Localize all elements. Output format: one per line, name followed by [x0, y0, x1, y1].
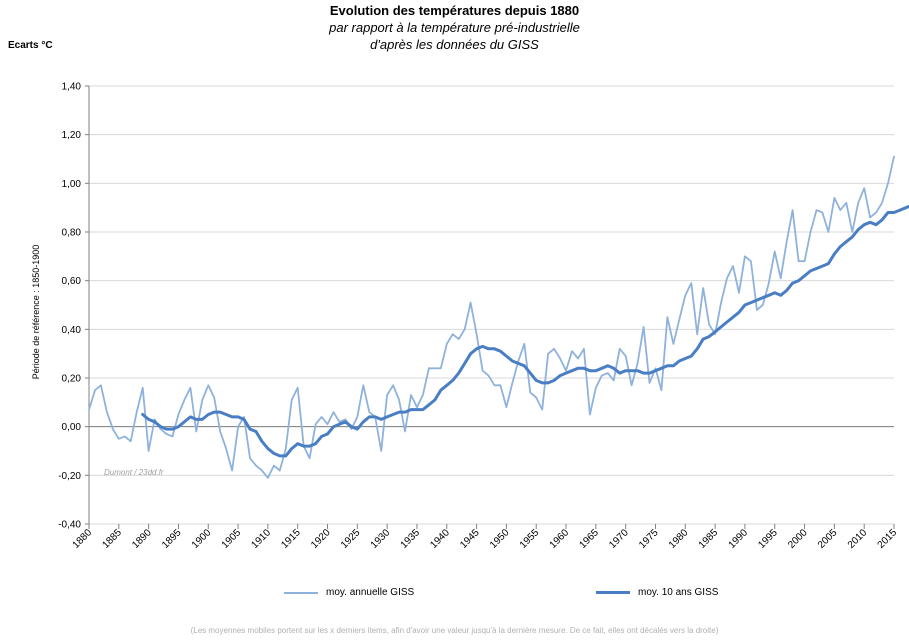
- legend-swatch-10yr: [596, 591, 630, 594]
- x-tick-label: 1990: [727, 527, 751, 551]
- x-tick-label: 2005: [816, 527, 840, 551]
- y-tick-label: 1,20: [62, 130, 82, 141]
- unit-label: Ecarts °C: [8, 40, 53, 51]
- x-tick-label: 1905: [220, 527, 244, 551]
- x-tick-label: 1930: [369, 527, 393, 551]
- axes: [85, 85, 895, 529]
- x-tick-label: 1975: [637, 527, 661, 551]
- y-tick-label: -0,40: [58, 520, 81, 531]
- x-tick-label: 1880: [71, 527, 95, 551]
- x-tick-label: 1890: [130, 527, 154, 551]
- y-tick-label: 1,00: [62, 179, 82, 190]
- y-tick-label: 0,40: [62, 325, 82, 336]
- x-tick-label: 1940: [428, 527, 452, 551]
- x-tick-labels: 1880 1885 1890 1895 1900 1905 1910 1915 1920 1925…: [71, 527, 900, 551]
- x-tick-label: 1900: [190, 527, 214, 551]
- x-tick-label: 2015: [876, 527, 900, 551]
- y-tick-label: -0,20: [58, 471, 81, 482]
- series-lines: [88, 155, 909, 479]
- x-tick-label: 1935: [399, 527, 423, 551]
- x-tick-label: 1950: [488, 527, 512, 551]
- x-tick-label: 1915: [279, 527, 303, 551]
- x-tick-label: 1955: [518, 527, 542, 551]
- x-tick-label: 1895: [160, 527, 184, 551]
- legend-swatch-annual: [284, 591, 318, 594]
- legend-item-annual: moy. annuelle GISS: [284, 587, 414, 598]
- y-tick-label: 0,80: [62, 228, 82, 239]
- y-tick-label: 0,60: [62, 276, 82, 287]
- gridlines: [89, 85, 894, 525]
- chart-subtitle-2: d'après les données du GISS: [370, 37, 539, 52]
- legend-item-10yr: moy. 10 ans GISS: [596, 587, 718, 598]
- x-tick-label: 1960: [548, 527, 572, 551]
- x-tick-label: 1945: [458, 527, 482, 551]
- credit-text: Dumont / 23dd.fr: [104, 468, 164, 477]
- x-tick-label: 1995: [756, 527, 780, 551]
- footnote: (Les moyennes mobiles portent sur les x …: [190, 626, 719, 635]
- chart-subtitle: par rapport à la température pré-industr…: [329, 20, 580, 35]
- x-tick-label: 2000: [786, 527, 810, 551]
- y-tick-label: 0,20: [62, 374, 82, 385]
- series-line-annual: [88, 155, 895, 479]
- x-tick-label: 1985: [697, 527, 721, 551]
- series-line-10yr: [141, 204, 909, 458]
- y-tick-label: 0,00: [62, 422, 82, 433]
- legend-label-10yr: moy. 10 ans GISS: [638, 587, 719, 598]
- x-tick-label: 1925: [339, 527, 363, 551]
- y-tick-label: 1,40: [62, 82, 82, 93]
- x-tick-label: 2010: [846, 527, 870, 551]
- x-tick-label: 1920: [309, 527, 333, 551]
- chart-title: Evolution des températures depuis 1880: [329, 3, 580, 18]
- x-tick-label: 1910: [249, 527, 273, 551]
- legend-label-annual: moy. annuelle GISS: [326, 587, 415, 598]
- x-tick-label: 1885: [100, 527, 124, 551]
- x-tick-label: 1970: [607, 527, 631, 551]
- x-tick-label: 1980: [667, 527, 691, 551]
- y-tick-labels: -0,40 -0,20 0,00 0,20 0,40 0,60 0,80 1,00 1,20 1,…: [58, 82, 81, 531]
- x-tick-label: 1965: [577, 527, 601, 551]
